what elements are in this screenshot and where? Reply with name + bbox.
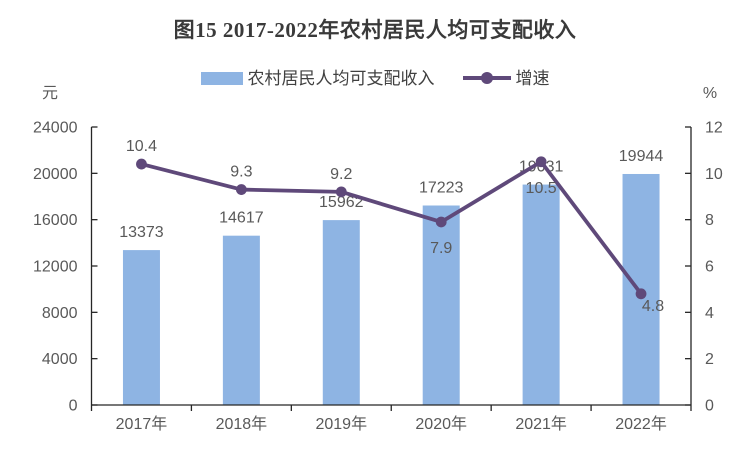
bar-value-label: 13373 xyxy=(119,224,164,241)
growth-line xyxy=(139,159,643,296)
legend-item-growth: 增速 xyxy=(462,68,550,88)
income-bar xyxy=(122,250,160,405)
growth-value-label: 4.8 xyxy=(642,298,664,315)
income-bar xyxy=(222,235,260,405)
x-axis-category-label: 2022年 xyxy=(615,415,667,433)
legend-item-income: 农村居民人均可支配收入 xyxy=(200,68,435,88)
legend-label-growth: 增速 xyxy=(515,68,550,88)
bar-value-label: 14617 xyxy=(219,210,264,227)
left-axis-tick-label: 8000 xyxy=(42,305,78,322)
growth-line-marker xyxy=(635,288,647,300)
line-marker-dot-icon xyxy=(480,72,493,84)
right-axis-tick-label: 4 xyxy=(705,305,714,322)
growth-line-marker xyxy=(235,184,247,195)
bar-value-label: 19944 xyxy=(619,148,664,165)
right-axis-tick-label: 6 xyxy=(705,259,714,276)
x-axis-category-label: 2019年 xyxy=(315,415,367,433)
left-axis-tick-label: 4000 xyxy=(42,351,78,368)
income-bar xyxy=(522,184,560,405)
right-axis-tick-label: 10 xyxy=(705,166,723,183)
left-axis-tick-label: 16000 xyxy=(33,212,78,229)
income-bar xyxy=(422,205,460,405)
left-axis-tick-label: 20000 xyxy=(33,166,78,183)
x-axis-category-label: 2018年 xyxy=(216,415,268,433)
bar-value-label: 17223 xyxy=(419,180,464,197)
growth-value-label: 9.3 xyxy=(230,164,252,181)
right-axis-tick-label: 0 xyxy=(705,398,714,415)
right-axis-unit: % xyxy=(702,85,718,102)
x-axis-category-label: 2020年 xyxy=(415,415,467,433)
line-marker-swatch-icon xyxy=(462,72,511,84)
legend-label-income: 农村居民人均可支配收入 xyxy=(247,68,435,88)
x-axis-category-label: 2017年 xyxy=(116,415,168,433)
bar-swatch-icon xyxy=(200,71,243,85)
chart-legend: 农村居民人均可支配收入 增速 xyxy=(0,66,750,90)
chart-title: 图15 2017-2022年农村居民人均可支配收入 xyxy=(173,18,577,42)
x-axis-category-label: 2021年 xyxy=(515,415,567,433)
growth-value-label: 7.9 xyxy=(430,240,452,257)
left-axis-tick-label: 24000 xyxy=(33,120,78,137)
growth-line-marker xyxy=(335,186,347,198)
growth-line-marker xyxy=(136,158,147,170)
growth-line-marker xyxy=(435,216,447,228)
left-axis-unit: 元 xyxy=(41,85,58,102)
right-axis-tick-label: 12 xyxy=(705,120,723,137)
growth-line-marker xyxy=(535,156,547,168)
left-axis-tick-label: 12000 xyxy=(33,259,78,276)
bar-value-label: 15962 xyxy=(319,194,364,211)
growth-value-label: 10.4 xyxy=(126,138,157,155)
right-axis-tick-label: 8 xyxy=(705,212,714,229)
growth-value-label: 10.5 xyxy=(526,180,557,197)
left-axis-tick-label: 0 xyxy=(69,398,78,415)
growth-value-label: 9.2 xyxy=(330,166,352,183)
income-bar xyxy=(322,220,360,405)
right-axis-tick-label: 2 xyxy=(705,351,714,368)
